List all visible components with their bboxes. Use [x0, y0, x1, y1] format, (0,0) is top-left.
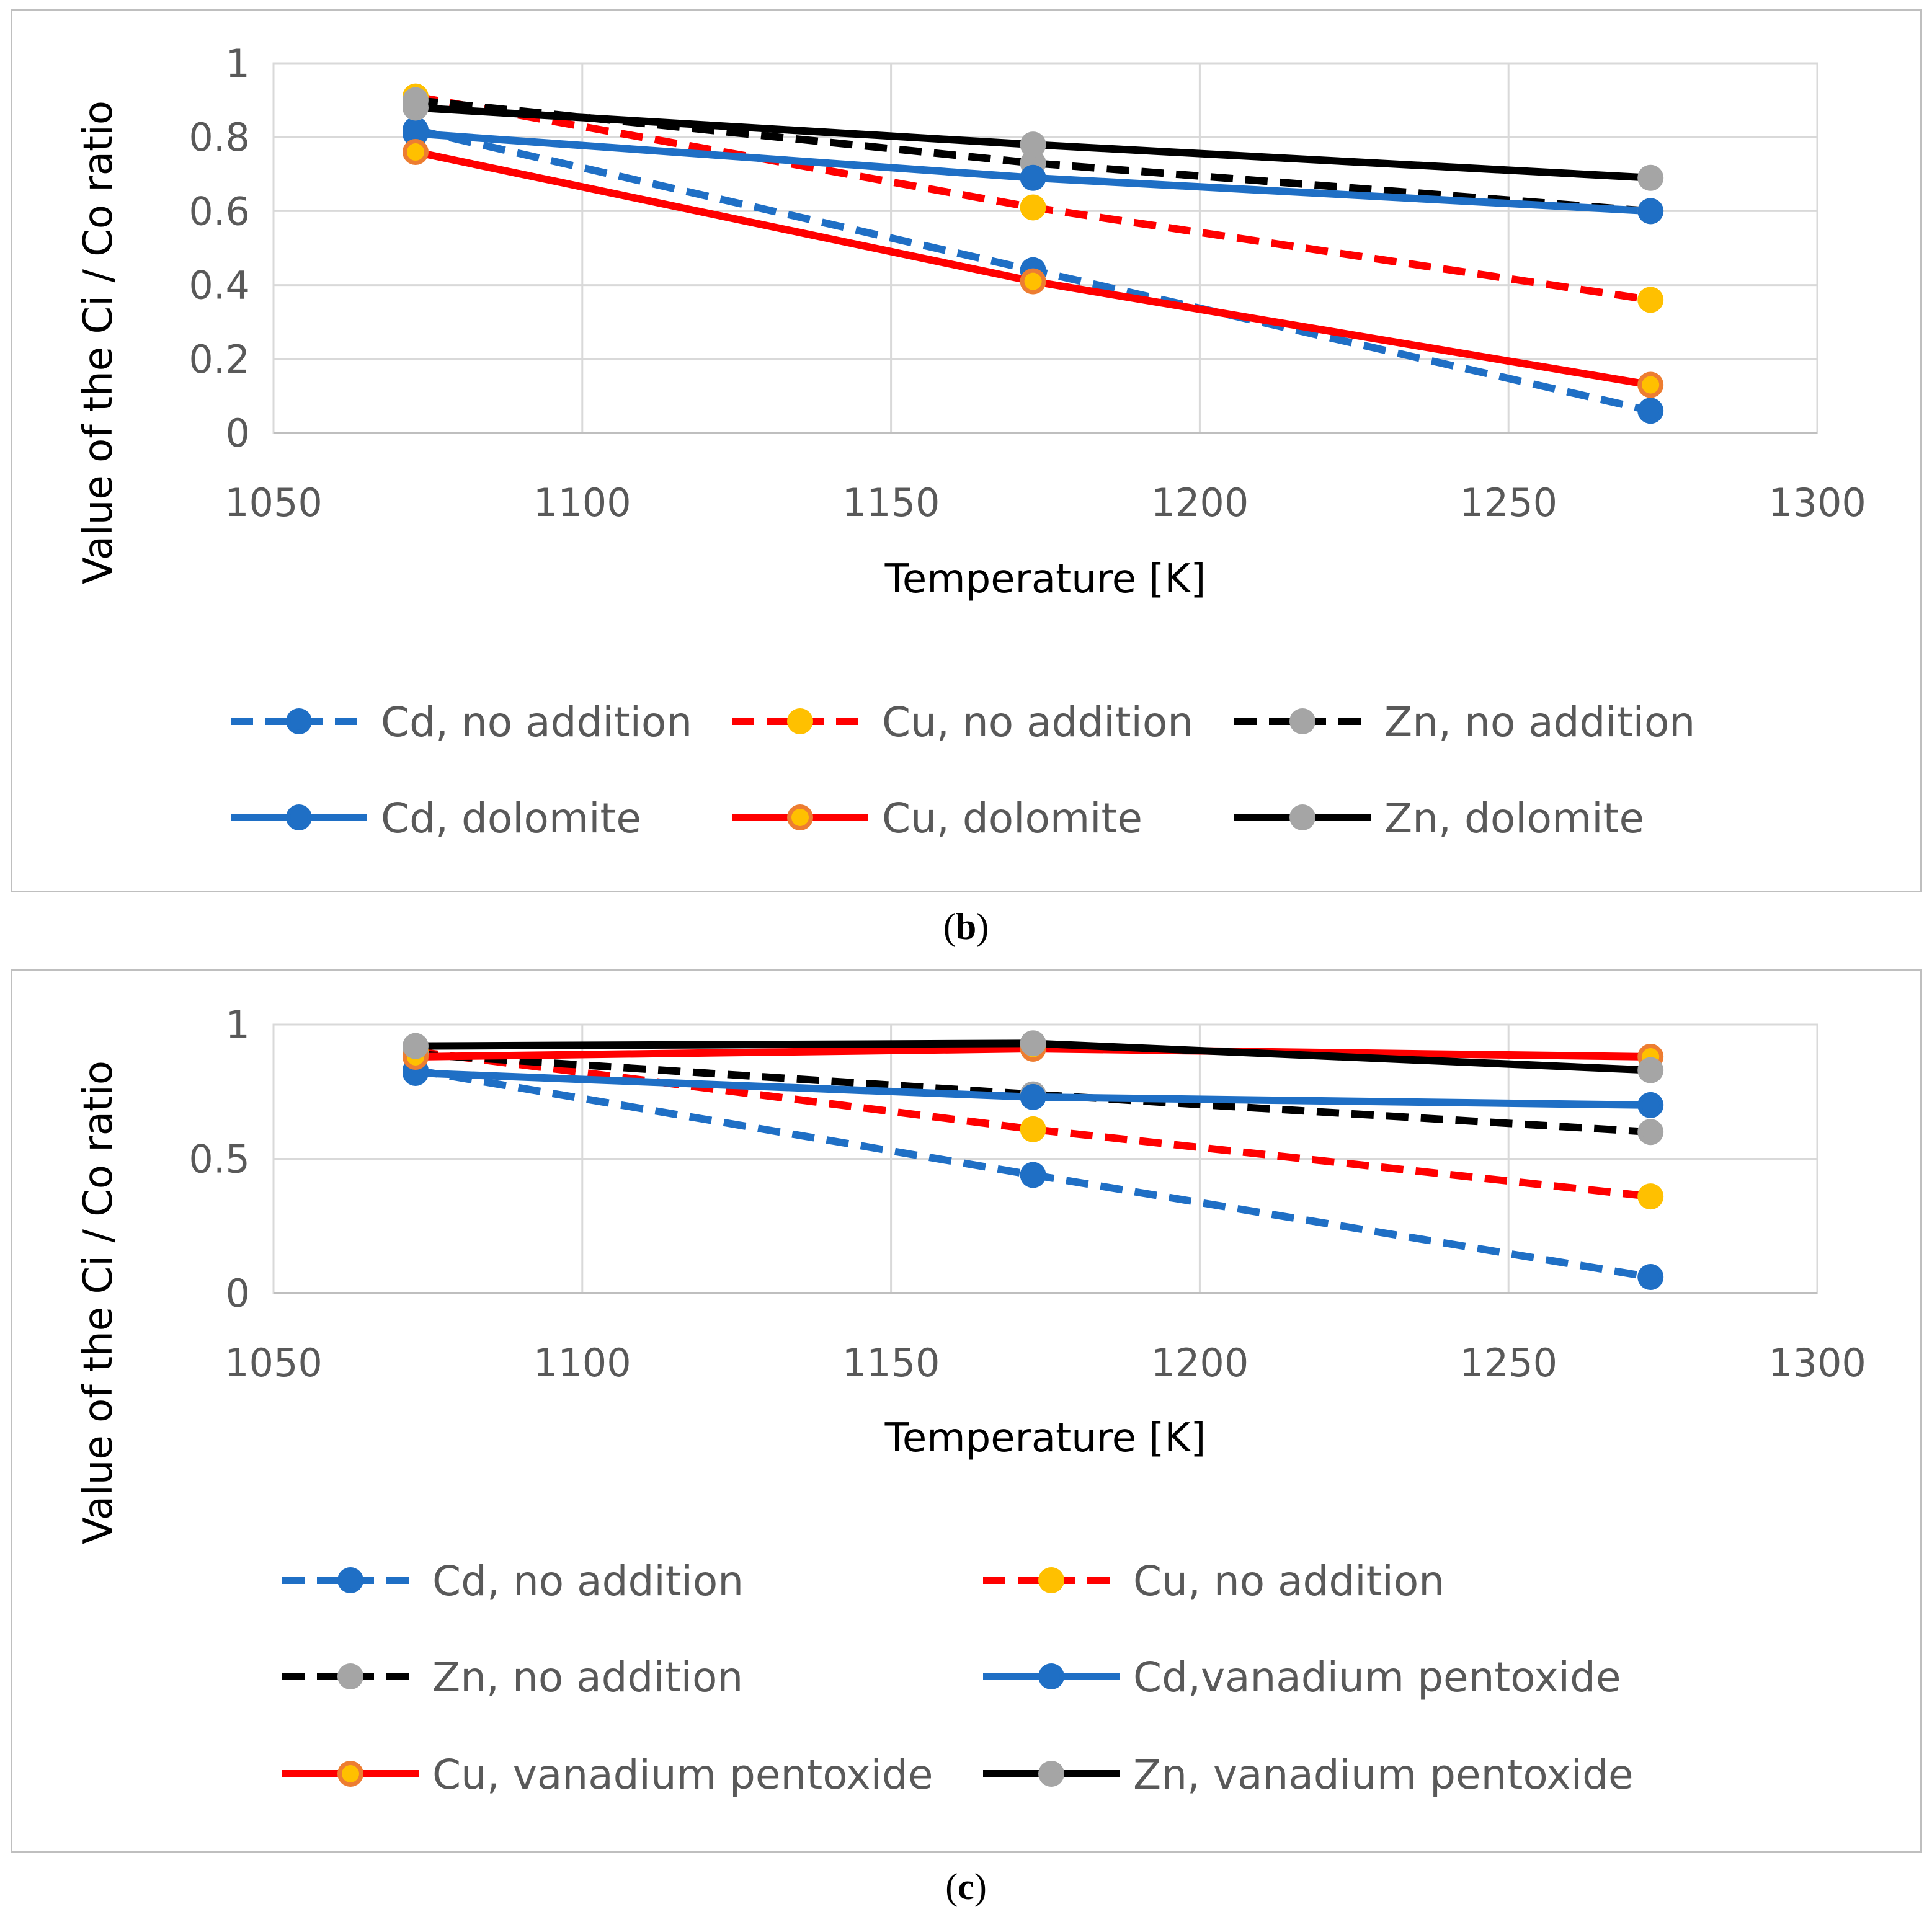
y-axis-title: Value of the Ci / Co ratio: [76, 1061, 122, 1544]
x-axis-title: Temperature [K]: [884, 556, 1206, 602]
legend-marker-1: [791, 713, 809, 730]
legend-label-3: Cd, dolomite: [381, 794, 641, 842]
data-point-s3-p1: [1024, 169, 1042, 187]
data-point-s0-p2: [1642, 1268, 1660, 1286]
y-tick-label: 0.4: [189, 263, 250, 308]
data-point-s4-p1: [1024, 272, 1042, 290]
data-point-s5-p1: [1024, 1034, 1042, 1052]
legend-label-5: Zn, dolomite: [1384, 794, 1644, 842]
data-point-s2-p2: [1642, 1123, 1660, 1141]
data-point-s3-p1: [1024, 1088, 1042, 1106]
legend-label-2: Zn, no addition: [1384, 698, 1695, 746]
y-tick-label: 0.2: [189, 337, 250, 382]
y-tick-label: 1: [226, 41, 250, 86]
legend-marker-0: [290, 713, 308, 730]
legend-c: Cd, no addition Cu, no addition Zn, no add…: [282, 1557, 1634, 1799]
x-tick-label: 1200: [1151, 480, 1249, 525]
legend-marker-4: [791, 809, 809, 826]
data-point-s1-p2: [1642, 1188, 1660, 1206]
legend-label-0: Cd, no addition: [381, 698, 692, 746]
data-point-s5-p0: [406, 99, 424, 117]
x-tick-label: 1250: [1459, 480, 1557, 525]
legend-marker-3: [1043, 1668, 1060, 1685]
caption-c: (c): [945, 1866, 987, 1907]
legend-marker-5: [1043, 1765, 1060, 1782]
caption-c-label: c: [958, 1866, 974, 1907]
x-tick-label: 1050: [225, 480, 323, 525]
legend-label-1: Cu, no addition: [1133, 1557, 1445, 1605]
legend-label-4: Cu, vanadium pentoxide: [432, 1751, 933, 1799]
chart-c: 1050 1100 1150 1200 1250 1300 0 0.5 1 Temperature…: [76, 1002, 1866, 1799]
data-point-s5-p0: [406, 1037, 424, 1055]
chart-b: 1050 1100 1150 1200 1250 1300 0 0.2 0.4 0.6 0.8 1 Te…: [76, 41, 1866, 842]
x-tick-label: 1300: [1768, 480, 1866, 525]
caption-b: (b): [943, 906, 989, 947]
y-tick-label: 0.8: [189, 115, 250, 160]
data-point-s4-p0: [406, 143, 424, 161]
data-point-s5-p1: [1024, 136, 1042, 154]
y-axis-title: Value of the Ci / Co ratio: [76, 100, 122, 584]
legend-marker-2: [1294, 713, 1311, 730]
legend-marker-5: [1294, 809, 1311, 826]
data-point-s1-p1: [1024, 198, 1042, 216]
legend-label-4: Cu, dolomite: [882, 794, 1142, 842]
x-tick-label: 1100: [533, 1340, 631, 1386]
legend-marker-2: [342, 1668, 359, 1685]
panel-c-frame: [11, 969, 1922, 1853]
x-tick-label: 1100: [533, 480, 631, 525]
legend-label-3: Cd,vanadium pentoxide: [1133, 1653, 1621, 1701]
data-point-s1-p2: [1642, 291, 1660, 309]
y-tick-label: 1: [226, 1002, 250, 1048]
y-tick-label: 0: [226, 411, 250, 456]
x-tick-label: 1050: [225, 1340, 323, 1386]
x-tick-label: 1150: [842, 480, 940, 525]
x-tick-label: 1300: [1768, 1340, 1866, 1386]
y-tick-label: 0: [226, 1271, 250, 1316]
legend-label-1: Cu, no addition: [882, 698, 1193, 746]
panel-b-frame: [11, 9, 1922, 892]
data-point-s3-p2: [1642, 1096, 1660, 1114]
legend-label-5: Zn, vanadium pentoxide: [1133, 1751, 1634, 1799]
legend-b: Cd, no addition Cu, no addition Zn, no add…: [231, 698, 1695, 842]
data-point-s3-p0: [406, 125, 424, 143]
x-axis-title: Temperature [K]: [884, 1415, 1206, 1461]
legend-label-2: Zn, no addition: [432, 1653, 743, 1701]
x-tick-label: 1150: [842, 1340, 940, 1386]
data-point-s5-p2: [1642, 1061, 1660, 1079]
x-tick-label: 1200: [1151, 1340, 1249, 1386]
data-point-s5-p2: [1642, 169, 1660, 187]
data-point-s0-p2: [1642, 402, 1660, 420]
legend-marker-3: [290, 809, 308, 826]
legend-marker-1: [1043, 1572, 1060, 1589]
data-point-s0-p1: [1024, 1166, 1042, 1184]
y-tick-label: 0.5: [189, 1137, 250, 1182]
legend-marker-0: [342, 1572, 359, 1589]
legend-label-0: Cd, no addition: [432, 1557, 744, 1605]
data-point-s3-p2: [1642, 202, 1660, 220]
legend-marker-4: [342, 1765, 359, 1782]
y-tick-label: 0.6: [189, 189, 250, 234]
x-tick-label: 1250: [1459, 1340, 1557, 1386]
caption-b-label: b: [955, 906, 977, 947]
data-point-s1-p1: [1024, 1120, 1042, 1138]
data-point-s4-p2: [1642, 376, 1660, 394]
